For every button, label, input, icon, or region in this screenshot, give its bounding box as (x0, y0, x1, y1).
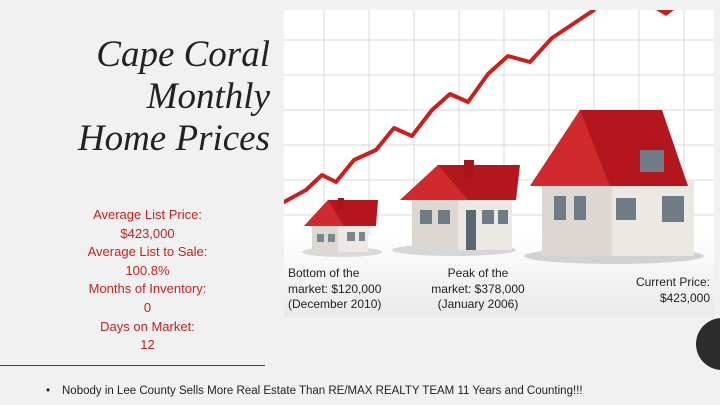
caption-bottom-line-2: market: $120,000 (288, 281, 382, 296)
caption-peak-line-2: market: $378,000 (431, 281, 525, 296)
slide-title: Cape Coral Monthly Home Prices (20, 34, 270, 160)
caption-peak-of-market: Peak of the market: $378,000 (January 20… (419, 266, 537, 313)
large-house-icon (524, 110, 704, 264)
trend-arrow (284, 10, 596, 204)
market-stats: Average List Price: $423,000 Average Lis… (60, 206, 235, 355)
footer-bullet-text: • Nobody in Lee County Sells More Real Es… (46, 385, 583, 397)
caption-current-price: Current Price: $423,000 (614, 275, 710, 306)
divider-line (0, 365, 265, 366)
caption-bottom-line-1: Bottom of the (288, 266, 360, 280)
bullet-icon: • (46, 385, 51, 397)
list-to-sale-value: 100.8% (125, 262, 170, 278)
houses-chart-image: Bottom of the market: $120,000 (December… (284, 10, 714, 318)
footer-text: Nobody in Lee County Sells More Real Est… (62, 385, 583, 397)
caption-peak-line-3: (January 2006) (437, 297, 519, 311)
days-on-market-value: 12 (140, 337, 155, 353)
list-price-value: $423,000 (120, 225, 175, 241)
title-line-3: Home Prices (77, 118, 270, 159)
decorative-circle (696, 318, 720, 370)
caption-bottom-line-3: (December 2010) (288, 297, 382, 311)
caption-current-line-2: $423,000 (659, 290, 710, 305)
small-house-icon (302, 198, 382, 257)
days-on-market-label: Days on Market: (100, 318, 195, 334)
caption-bottom-of-market: Bottom of the market: $120,000 (December… (288, 266, 381, 313)
inventory-value: 0 (143, 299, 152, 315)
caption-current-line-1: Current Price: (635, 275, 710, 289)
houses-illustration (284, 10, 714, 318)
title-line-1: Cape Coral (96, 34, 270, 75)
caption-peak-line-1: Peak of the (447, 266, 509, 280)
title-line-2: Monthly (146, 76, 270, 117)
medium-house-icon (392, 160, 520, 256)
list-price-label: Average List Price: (93, 207, 202, 222)
inventory-label: Months of Inventory: (88, 281, 207, 297)
list-to-sale-label: Average List to Sale: (87, 244, 208, 260)
